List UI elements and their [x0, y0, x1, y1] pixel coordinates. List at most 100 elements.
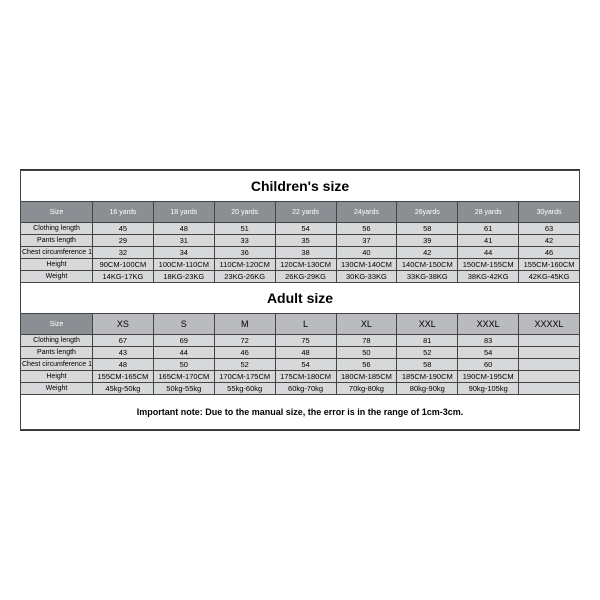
cell: 41 [458, 235, 519, 247]
table-row: Clothing length 45 48 51 54 56 58 61 63 [21, 223, 580, 235]
col-header: XXL [397, 314, 458, 335]
cell: 34 [153, 247, 214, 259]
col-header: S [153, 314, 214, 335]
cell: 38KG-42KG [458, 271, 519, 283]
col-header: 30yards [519, 202, 580, 223]
cell: 81 [397, 335, 458, 347]
cell: 63 [519, 223, 580, 235]
cell: 54 [458, 347, 519, 359]
row-label: Chest circumference 1/2 [21, 247, 93, 259]
table-row: Clothing length 67 69 72 75 78 81 83 [21, 335, 580, 347]
size-chart-container: Children's size Size 16 yards 18 yards 2… [20, 169, 580, 431]
cell: 56 [336, 223, 397, 235]
table-row: Weight 14KG-17KG 18KG-23KG 23KG-26KG 26K… [21, 271, 580, 283]
cell: 83 [458, 335, 519, 347]
cell: 170CM-175CM [214, 371, 275, 383]
col-header: XXXXL [519, 314, 580, 335]
table-row: Chest circumference 1/2 32 34 36 38 40 4… [21, 247, 580, 259]
row-label: Pants length [21, 347, 93, 359]
cell [519, 335, 580, 347]
cell: 44 [458, 247, 519, 259]
cell: 56 [336, 359, 397, 371]
table-row: Chest circumference 1/2 48 50 52 54 56 5… [21, 359, 580, 371]
cell: 67 [93, 335, 154, 347]
cell: 29 [93, 235, 154, 247]
cell: 61 [458, 223, 519, 235]
cell: 140CM-150CM [397, 259, 458, 271]
cell: 110CM-120CM [214, 259, 275, 271]
cell: 43 [93, 347, 154, 359]
cell: 48 [93, 359, 154, 371]
cell: 44 [153, 347, 214, 359]
important-note: Important note: Due to the manual size, … [21, 395, 580, 430]
cell: 50 [153, 359, 214, 371]
table-row: Weight 45kg-50kg 50kg-55kg 55kg-60kg 60k… [21, 383, 580, 395]
cell: 42KG-45KG [519, 271, 580, 283]
cell: 72 [214, 335, 275, 347]
children-title: Children's size [21, 171, 580, 202]
cell: 46 [214, 347, 275, 359]
col-header: 22 yards [275, 202, 336, 223]
cell: 35 [275, 235, 336, 247]
row-label: Pants length [21, 235, 93, 247]
cell: 120CM-130CM [275, 259, 336, 271]
col-header: 18 yards [153, 202, 214, 223]
cell: 155CM-160CM [519, 259, 580, 271]
cell: 48 [153, 223, 214, 235]
cell [519, 371, 580, 383]
cell: 48 [275, 347, 336, 359]
cell: 78 [336, 335, 397, 347]
cell: 33KG-38KG [397, 271, 458, 283]
cell: 36 [214, 247, 275, 259]
col-header: L [275, 314, 336, 335]
cell: 42 [519, 235, 580, 247]
row-label: Clothing length [21, 223, 93, 235]
col-header: XS [93, 314, 154, 335]
col-header: XL [336, 314, 397, 335]
cell: 60 [458, 359, 519, 371]
col-header: XXXL [458, 314, 519, 335]
cell: 155CM-165CM [93, 371, 154, 383]
cell: 54 [275, 223, 336, 235]
cell [519, 359, 580, 371]
cell: 90CM-100CM [93, 259, 154, 271]
cell: 31 [153, 235, 214, 247]
cell: 50 [336, 347, 397, 359]
cell: 60kg-70kg [275, 383, 336, 395]
cell: 69 [153, 335, 214, 347]
cell: 80kg-90kg [397, 383, 458, 395]
cell: 50kg-55kg [153, 383, 214, 395]
cell: 40 [336, 247, 397, 259]
cell: 180CM-185CM [336, 371, 397, 383]
row-label: Height [21, 259, 93, 271]
col-header: 28 yards [458, 202, 519, 223]
cell: 46 [519, 247, 580, 259]
cell: 18KG-23KG [153, 271, 214, 283]
cell: 55kg-60kg [214, 383, 275, 395]
table-row: Pants length 29 31 33 35 37 39 41 42 [21, 235, 580, 247]
cell: 32 [93, 247, 154, 259]
cell: 52 [214, 359, 275, 371]
cell: 190CM-195CM [458, 371, 519, 383]
cell: 45 [93, 223, 154, 235]
row-label: Weight [21, 271, 93, 283]
cell: 130CM-140CM [336, 259, 397, 271]
cell: 150CM-155CM [458, 259, 519, 271]
cell: 33 [214, 235, 275, 247]
table-row: Height 155CM-165CM 165CM-170CM 170CM-175… [21, 371, 580, 383]
cell: 23KG-26KG [214, 271, 275, 283]
cell: 51 [214, 223, 275, 235]
table-row: Pants length 43 44 46 48 50 52 54 [21, 347, 580, 359]
cell: 185CM-190CM [397, 371, 458, 383]
cell: 52 [397, 347, 458, 359]
col-header: Size [21, 314, 93, 335]
col-header: Size [21, 202, 93, 223]
table-row: Height 90CM-100CM 100CM-110CM 110CM-120C… [21, 259, 580, 271]
adult-title: Adult size [21, 283, 580, 314]
cell: 90kg-105kg [458, 383, 519, 395]
cell: 165CM-170CM [153, 371, 214, 383]
row-label: Chest circumference 1/2 [21, 359, 93, 371]
size-table: Children's size Size 16 yards 18 yards 2… [20, 170, 580, 430]
cell: 75 [275, 335, 336, 347]
cell: 54 [275, 359, 336, 371]
